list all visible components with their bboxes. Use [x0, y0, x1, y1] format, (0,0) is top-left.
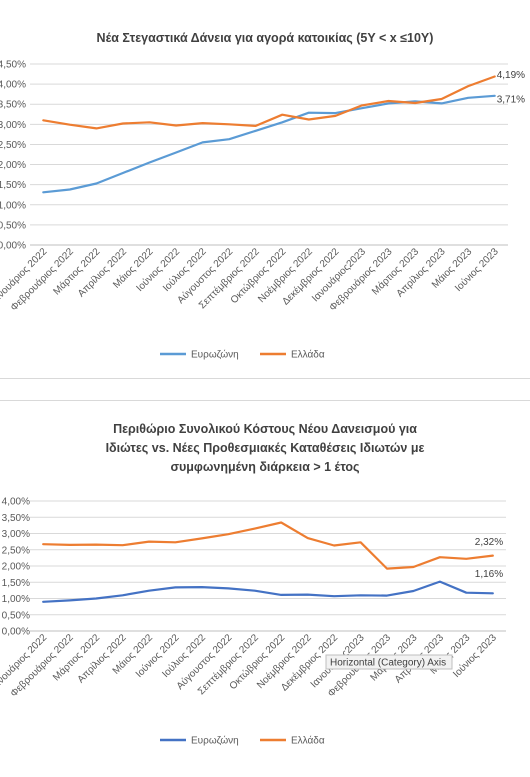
y-tick-label: 3,00% — [0, 120, 26, 131]
y-tick-label: 1,50% — [0, 180, 26, 191]
y-tick-label: 4,50% — [0, 60, 26, 71]
y-tick-label: 2,50% — [2, 545, 30, 556]
chart-title-line: συμφωνημένη διάρκεια > 1 έτος — [170, 460, 359, 474]
y-tick-label: 2,00% — [0, 160, 26, 171]
legend-label: Ελλάδα — [291, 735, 325, 747]
series-line-greece — [42, 521, 494, 570]
series-line-eurozone — [42, 580, 494, 603]
chart-panel-1: Νέα Στεγαστικά Δάνεια για αγορά κατοικία… — [0, 2, 530, 379]
y-tick-label: 0,00% — [2, 627, 30, 638]
chart-1-svg: Νέα Στεγαστικά Δάνεια για αγορά κατοικία… — [0, 31, 525, 361]
legend-label: Ελλάδα — [291, 349, 325, 361]
legend-label: Ευρωζώνη — [191, 349, 239, 361]
y-tick-label: 1,00% — [0, 200, 26, 211]
data-label: 1,16% — [475, 569, 503, 580]
legend-label: Ευρωζώνη — [191, 735, 239, 747]
series-line-greece — [42, 75, 496, 130]
y-tick-label: 1,50% — [2, 578, 30, 589]
y-tick-label: 0,00% — [0, 241, 26, 252]
data-label: 3,71% — [497, 94, 525, 105]
y-tick-label: 4,00% — [0, 80, 26, 91]
y-tick-label: 2,00% — [2, 562, 30, 573]
y-tick-label: 0,50% — [2, 610, 30, 621]
tooltip-text: Horizontal (Category) Axis — [330, 658, 446, 669]
y-tick-label: 2,50% — [0, 140, 26, 151]
y-tick-label: 3,50% — [2, 513, 30, 524]
chart-panel-2: Περιθώριο Συνολικού Κόστους Νέου Δανεισμ… — [0, 400, 530, 777]
chart-2-svg: Περιθώριο Συνολικού Κόστους Νέου Δανεισμ… — [0, 422, 506, 747]
chart-title-line: Νέα Στεγαστικά Δάνεια για αγορά κατοικία… — [97, 31, 434, 45]
y-tick-label: 4,00% — [2, 497, 30, 508]
y-tick-label: 3,50% — [0, 100, 26, 111]
y-tick-label: 1,00% — [2, 594, 30, 605]
y-tick-label: 0,50% — [0, 220, 26, 231]
data-label: 4,19% — [497, 70, 525, 81]
data-label: 2,32% — [475, 537, 503, 548]
chart-title-line: Ιδιώτες vs. Νέες Προθεσμιακές Καταθέσεις… — [106, 441, 425, 455]
tooltip — [325, 654, 453, 670]
y-tick-label: 3,00% — [2, 529, 30, 540]
chart-title-line: Περιθώριο Συνολικού Κόστους Νέου Δανεισμ… — [113, 422, 417, 436]
